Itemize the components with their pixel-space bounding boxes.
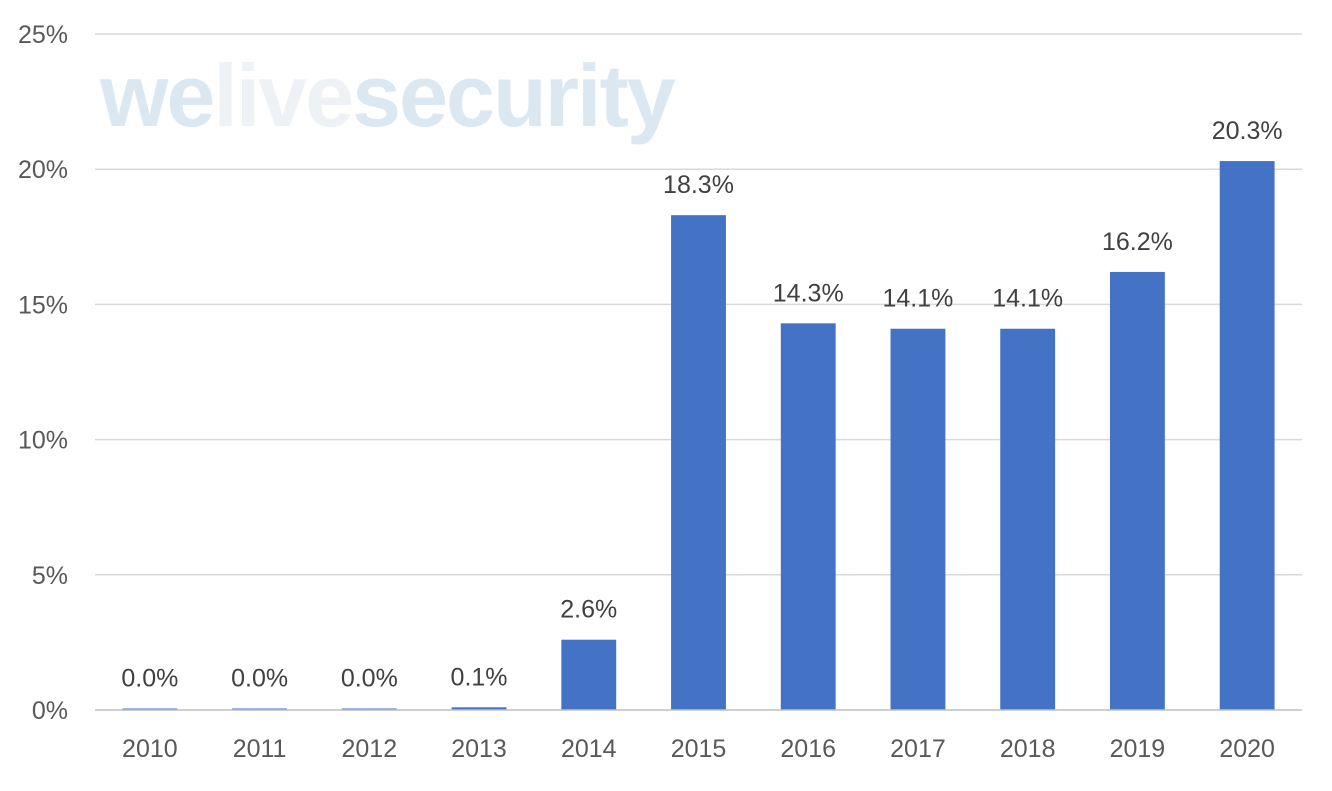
x-tick-label-2020: 2020	[1219, 735, 1275, 763]
bar-2018	[1000, 328, 1056, 710]
data-label-2018: 14.1%	[992, 285, 1063, 313]
data-label-2020: 20.3%	[1212, 117, 1283, 145]
x-tick-label-2019: 2019	[1110, 735, 1166, 763]
y-axis-ticks: 0% 5% 10% 15% 20% 25%	[18, 21, 68, 725]
x-tick-label-2016: 2016	[780, 735, 836, 763]
x-tick-label-2017: 2017	[890, 735, 946, 763]
x-tick-label-2015: 2015	[671, 735, 727, 763]
watermark-part-we: we	[99, 46, 213, 145]
watermark-logo: welivesecurity	[99, 46, 678, 145]
bar-2016	[780, 323, 836, 710]
watermark-part-live: live	[213, 46, 352, 145]
y-tick-label: 0%	[32, 697, 68, 725]
data-label-2019: 16.2%	[1102, 228, 1173, 256]
bar-2017	[890, 328, 946, 710]
y-tick-label: 5%	[32, 562, 68, 590]
data-labels: 0.0% 0.0% 0.0% 0.1% 2.6% 18.3% 14.3% 14.1% 14.1%…	[121, 117, 1282, 692]
bar-2014	[561, 639, 617, 710]
bar-2015	[671, 215, 726, 710]
bar-2013	[451, 707, 507, 710]
data-label-2016: 14.3%	[773, 279, 844, 307]
y-tick-label: 10%	[18, 427, 68, 455]
data-label-2010: 0.0%	[121, 665, 178, 693]
data-label-2015: 18.3%	[663, 171, 734, 199]
watermark-text: welivesecurity	[99, 46, 676, 145]
bars	[122, 161, 1275, 710]
x-tick-label-2011: 2011	[233, 735, 287, 763]
x-tick-label-2010: 2010	[122, 735, 178, 763]
data-label-2014: 2.6%	[560, 596, 617, 624]
data-label-2012: 0.0%	[341, 665, 398, 693]
bar-2019	[1109, 271, 1165, 710]
data-label-2011: 0.0%	[231, 665, 288, 693]
x-tick-label-2013: 2013	[451, 735, 507, 763]
y-tick-label: 20%	[18, 156, 68, 184]
y-tick-label: 25%	[18, 21, 68, 49]
watermark-part-security: security	[352, 46, 676, 145]
y-tick-label: 15%	[18, 291, 68, 319]
x-tick-label-2018: 2018	[1000, 735, 1056, 763]
x-axis-ticks: 2010 2011 2012 2013 2014 2015 2016 2017 2018 2019…	[122, 735, 1275, 763]
data-label-2013: 0.1%	[451, 663, 508, 691]
data-label-2017: 14.1%	[883, 285, 954, 313]
bar-2020	[1219, 161, 1275, 710]
x-tick-label-2014: 2014	[561, 735, 617, 763]
x-tick-label-2012: 2012	[342, 735, 398, 763]
